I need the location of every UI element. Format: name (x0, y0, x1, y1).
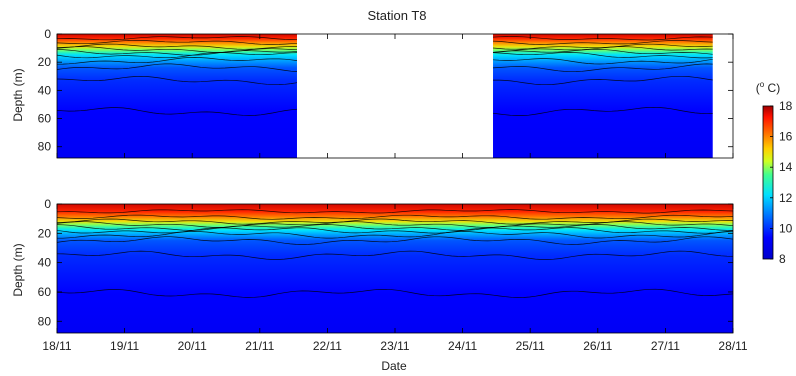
x-tick-label: 19/11 (110, 339, 139, 353)
x-axis-title: Date (381, 359, 407, 373)
colorbar-label: (o C) (756, 80, 780, 95)
y-tick-label: 0 (44, 197, 51, 211)
isotherm-line (492, 58, 713, 65)
y-tick-label: 40 (38, 83, 52, 97)
isotherm-line (56, 63, 298, 72)
colorbar-tick-label: 12 (779, 191, 793, 205)
isotherm-line (493, 75, 713, 86)
isotherm-line (56, 236, 734, 245)
isotherm-line (56, 36, 298, 41)
isotherm-line (56, 57, 298, 65)
y-tick-label: 0 (44, 27, 51, 41)
y-tick-label: 40 (38, 256, 52, 270)
isotherm-line (492, 46, 713, 53)
x-tick-label: 22/11 (313, 339, 342, 353)
isotherm-line (57, 231, 734, 239)
x-tick-label: 25/11 (516, 339, 545, 353)
isotherm-line (56, 107, 298, 116)
y-tick-label: 80 (38, 314, 52, 328)
temperature-field (57, 34, 297, 158)
x-tick-label: 24/11 (448, 339, 477, 353)
isotherm-line (56, 218, 733, 225)
x-tick-label: 27/11 (651, 339, 680, 353)
isotherm-line (492, 36, 713, 41)
y-tick-label: 60 (38, 112, 52, 126)
y-axis-title-top: Depth (m) (11, 68, 25, 121)
isotherm-line (492, 106, 713, 116)
isotherm-line (492, 48, 713, 55)
y-axis-title-bottom: Depth (m) (11, 243, 25, 296)
x-tick-label: 23/11 (380, 339, 409, 353)
isotherm-line (56, 49, 298, 56)
isotherm-line (56, 52, 298, 59)
isotherm-line (492, 40, 713, 45)
y-tick-label: 60 (38, 285, 52, 299)
y-tick-label: 20 (38, 226, 52, 240)
x-tick-label: 20/11 (178, 339, 207, 353)
isotherm-line (56, 288, 734, 298)
isotherm-line (492, 63, 713, 73)
bottom-panel: 0 20 40 60 80 18/11 19/11 20/11 21/11 22/11 23/11 2… (38, 197, 748, 353)
isotherm-line (492, 52, 713, 59)
isotherm-line (56, 250, 734, 260)
colorbar-tick-label: 14 (779, 160, 793, 174)
y-tick-label: 20 (38, 55, 52, 69)
chart-title: Station T8 (367, 8, 426, 23)
x-tick-label: 26/11 (583, 339, 612, 353)
isotherm-line (56, 39, 298, 45)
colorbar-tick-label: 18 (779, 99, 793, 113)
isotherm-line (56, 224, 734, 231)
colorbar-tick-label: 10 (779, 221, 793, 235)
x-tick-label: 28/11 (718, 339, 747, 353)
x-tick-label: 21/11 (245, 339, 274, 353)
isotherm-line (56, 209, 734, 214)
colorbar-tick-label: 16 (779, 130, 793, 144)
x-tick-label: 18/11 (42, 339, 71, 353)
isotherm-line (56, 227, 734, 234)
isotherm-line (56, 214, 734, 220)
isotherm-line (56, 75, 298, 86)
colorbar-bar (762, 105, 774, 260)
isotherm-line (56, 221, 734, 228)
isotherm-line (56, 46, 298, 53)
colorbar: (o C) 8 10 12 14 16 18 (756, 80, 793, 266)
top-panel: 0 20 40 60 80 (38, 27, 734, 159)
y-tick-label: 80 (38, 140, 52, 154)
temperature-field (57, 204, 733, 333)
colorbar-tick-label: 8 (779, 252, 786, 266)
